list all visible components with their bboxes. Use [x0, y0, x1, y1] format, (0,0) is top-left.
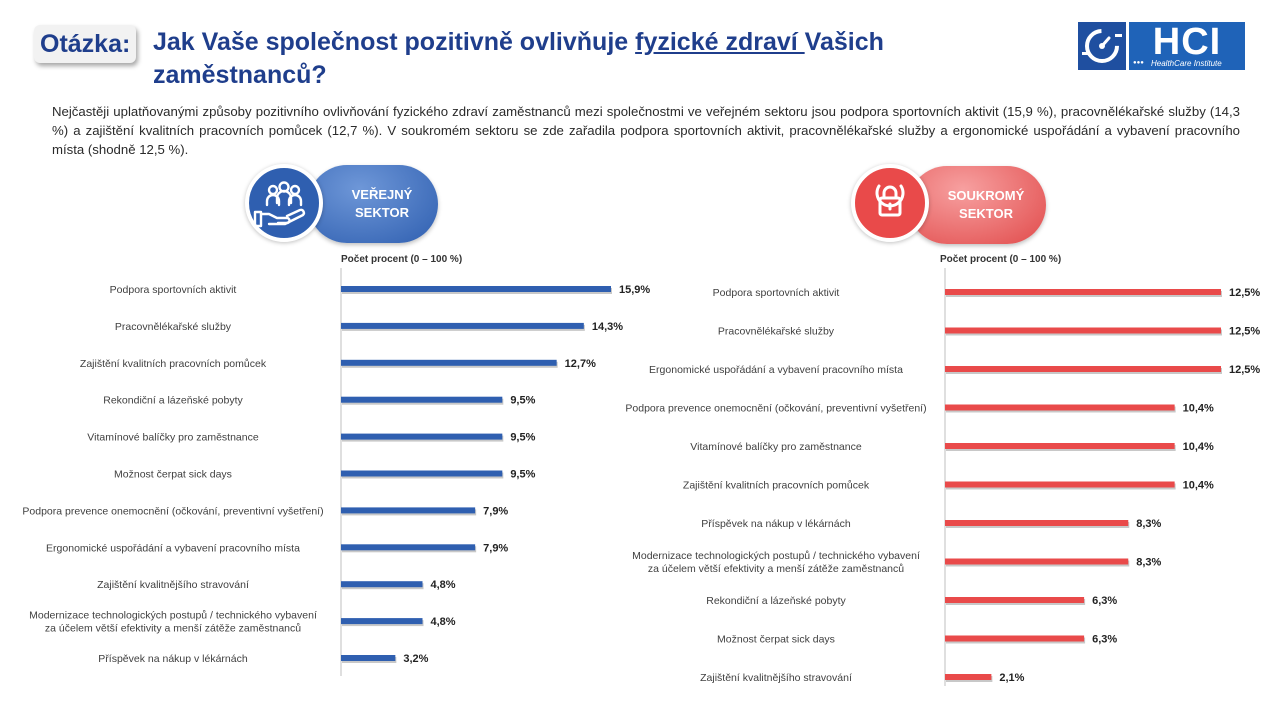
- bar: [341, 359, 557, 366]
- data-label: 10,4%: [1183, 403, 1214, 415]
- bar: [341, 470, 503, 477]
- title-line2: zaměstnanců?: [153, 61, 327, 89]
- category-label: Příspěvek na nákup v lékárnách: [98, 653, 248, 665]
- bar: [341, 655, 396, 661]
- data-label: 4,8%: [431, 616, 456, 628]
- data-label: 2,1%: [999, 672, 1024, 684]
- data-label: 12,5%: [1229, 326, 1260, 338]
- bar: [945, 443, 1175, 449]
- bar: [945, 366, 1221, 372]
- bar: [341, 544, 476, 551]
- category-label: Podpora prevence onemocnění (očkování, p…: [625, 403, 926, 415]
- hci-logo: HCI ●●● HealthCare Institute: [1078, 21, 1245, 70]
- data-label: 3,2%: [403, 653, 428, 665]
- gauge-icon: [1078, 22, 1126, 70]
- bar: [341, 286, 611, 292]
- bar: [341, 581, 423, 588]
- data-label: 10,4%: [1183, 480, 1214, 492]
- public-sector-line1: VEŘEJNÝ: [351, 187, 413, 202]
- bar: [945, 404, 1175, 411]
- data-label: 7,9%: [483, 542, 508, 554]
- data-label: 10,4%: [1183, 441, 1214, 453]
- public-sector-bar-chart: 15,9% Podpora sportovních aktivit 14,3% Pra…: [22, 268, 650, 676]
- data-label: 6,3%: [1092, 595, 1117, 607]
- category-label: Vitamínové balíčky pro zaměstnance: [690, 441, 862, 453]
- data-label: 15,9%: [619, 284, 650, 296]
- title-part2: Vašich: [804, 28, 884, 56]
- category-label: Ergonomické uspořádání a vybavení pracov…: [46, 542, 300, 554]
- category-label: Podpora prevence onemocnění (očkování, p…: [22, 505, 323, 517]
- data-label: 9,5%: [510, 432, 535, 444]
- bar: [945, 327, 1221, 334]
- category-label: Možnost čerpat sick days: [114, 469, 232, 481]
- data-label: 14,3%: [592, 321, 623, 333]
- bar: [341, 618, 423, 625]
- bar: [945, 481, 1175, 488]
- bar: [341, 396, 503, 403]
- title-part1: Jak Vaše společnost pozitivně ovlivňuje: [153, 28, 636, 56]
- category-label: Pracovnělékařské služby: [718, 326, 835, 338]
- logo-wordmark: HCI ●●● HealthCare Institute: [1129, 21, 1245, 70]
- data-label: 9,5%: [510, 469, 535, 481]
- category-label: Zajištění kvalitnějšího stravování: [700, 672, 852, 684]
- public-axis-title: Počet procent (0 – 100 %): [341, 254, 463, 265]
- category-label: Ergonomické uspořádání a vybavení pracov…: [649, 364, 903, 376]
- bar: [945, 520, 1129, 526]
- category-label: Modernizace technologických postupů / te…: [632, 550, 920, 575]
- category-label: Vitamínové balíčky pro zaměstnance: [87, 432, 259, 444]
- bar: [341, 507, 476, 514]
- bar: [945, 597, 1085, 603]
- category-label: Příspěvek na nákup v lékárnách: [701, 518, 851, 530]
- bar: [945, 289, 1221, 295]
- bar: [945, 558, 1129, 565]
- lock-icon: [851, 164, 929, 242]
- bar: [341, 322, 584, 329]
- private-axis-title: Počet procent (0 – 100 %): [940, 254, 1062, 265]
- title-underlined: fyzické zdraví: [635, 28, 805, 56]
- data-label: 12,5%: [1229, 364, 1260, 376]
- bar: [945, 674, 992, 680]
- data-label: 7,9%: [483, 505, 508, 517]
- intro-paragraph: Nejčastěji uplatňovanými způsoby pozitiv…: [52, 104, 1240, 157]
- logo-dots: ●●●: [1133, 60, 1144, 66]
- people-hand-icon: [245, 164, 323, 242]
- private-sector-bar-chart: 12,5% Podpora sportovních aktivit 12,5% Pra…: [625, 268, 1260, 686]
- category-label: Pracovnělékařské služby: [115, 321, 232, 333]
- data-label: 4,8%: [431, 579, 456, 591]
- page-title: Jak Vaše společnost pozitivně ovlivňuje …: [153, 26, 1033, 92]
- data-label: 12,7%: [565, 358, 596, 370]
- category-label: Modernizace technologických postupů / te…: [29, 610, 317, 635]
- category-label: Podpora sportovních aktivit: [713, 287, 840, 299]
- bar: [945, 635, 1085, 642]
- logo-subtitle: HealthCare Institute: [1151, 59, 1222, 68]
- private-sector-line1: SOUKROMÝ: [947, 188, 1025, 203]
- bar: [341, 433, 503, 440]
- data-label: 8,3%: [1136, 557, 1161, 569]
- public-sector-label: VEŘEJNÝ SEKTOR: [308, 165, 438, 243]
- data-label: 6,3%: [1092, 634, 1117, 646]
- data-label: 9,5%: [510, 395, 535, 407]
- category-label: Zajištění kvalitních pracovních pomůcek: [80, 358, 267, 370]
- category-label: Podpora sportovních aktivit: [110, 284, 237, 296]
- public-sector-line2: SEKTOR: [355, 205, 409, 220]
- category-label: Zajištění kvalitních pracovních pomůcek: [683, 480, 870, 492]
- category-label: Rekondiční a lázeňské pobyty: [706, 595, 846, 607]
- question-label: Otázka:: [34, 25, 137, 63]
- data-label: 8,3%: [1136, 518, 1161, 530]
- logo-text: HCI: [1152, 21, 1222, 63]
- private-sector-line2: SEKTOR: [959, 206, 1013, 221]
- data-label: 12,5%: [1229, 287, 1260, 299]
- category-label: Možnost čerpat sick days: [717, 634, 835, 646]
- category-label: Zajištění kvalitnějšího stravování: [97, 579, 249, 591]
- category-label: Rekondiční a lázeňské pobyty: [103, 395, 243, 407]
- private-sector-label: SOUKROMÝ SEKTOR: [908, 166, 1046, 244]
